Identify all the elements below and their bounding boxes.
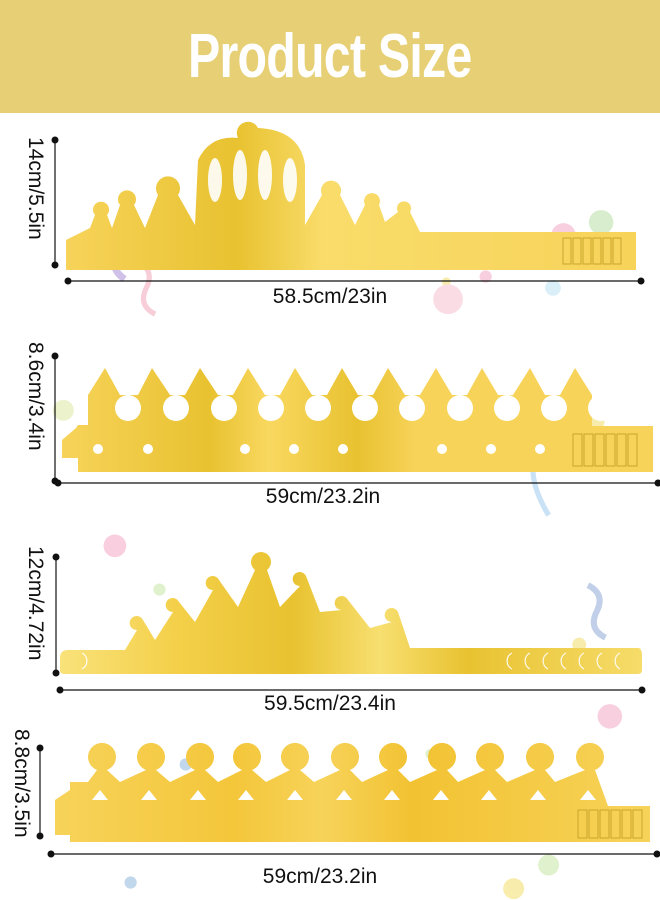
crown-2-section: 8.6cm/3.4in 59cm/23.2in <box>0 330 660 520</box>
crown-4-width-label: 59cm/23.2in <box>262 865 378 888</box>
page-title: Product Size <box>188 22 472 91</box>
crown-2-illustration <box>51 352 660 487</box>
crown-4-section: 8.8cm/3.5in 59cm/23.2in <box>0 725 660 900</box>
crown-4-illustration <box>36 742 660 858</box>
crown-2-width-label: 59cm/23.2in <box>265 485 381 508</box>
crown-1-width-label: 58.5cm/23in <box>272 285 388 308</box>
crown-3-illustration <box>52 552 646 694</box>
crown-4-height-label: 8.8cm/3.5in <box>10 729 33 838</box>
header-banner: Product Size <box>0 0 660 113</box>
crown-1-height-label: 14cm/5.5in <box>24 137 47 240</box>
crown-1-illustration <box>51 121 645 285</box>
crown-2-height-label: 8.6cm/3.4in <box>24 342 47 451</box>
crown-3-height-label: 12cm/4.72in <box>24 546 47 661</box>
crown-1-section: 14cm/5.5in 58.5cm/23in <box>0 113 660 308</box>
crown-3-width-label: 59.5cm/23.4in <box>264 692 396 715</box>
crown-3-section: 12cm/4.72in 59.5cm/23.4in <box>0 540 660 725</box>
